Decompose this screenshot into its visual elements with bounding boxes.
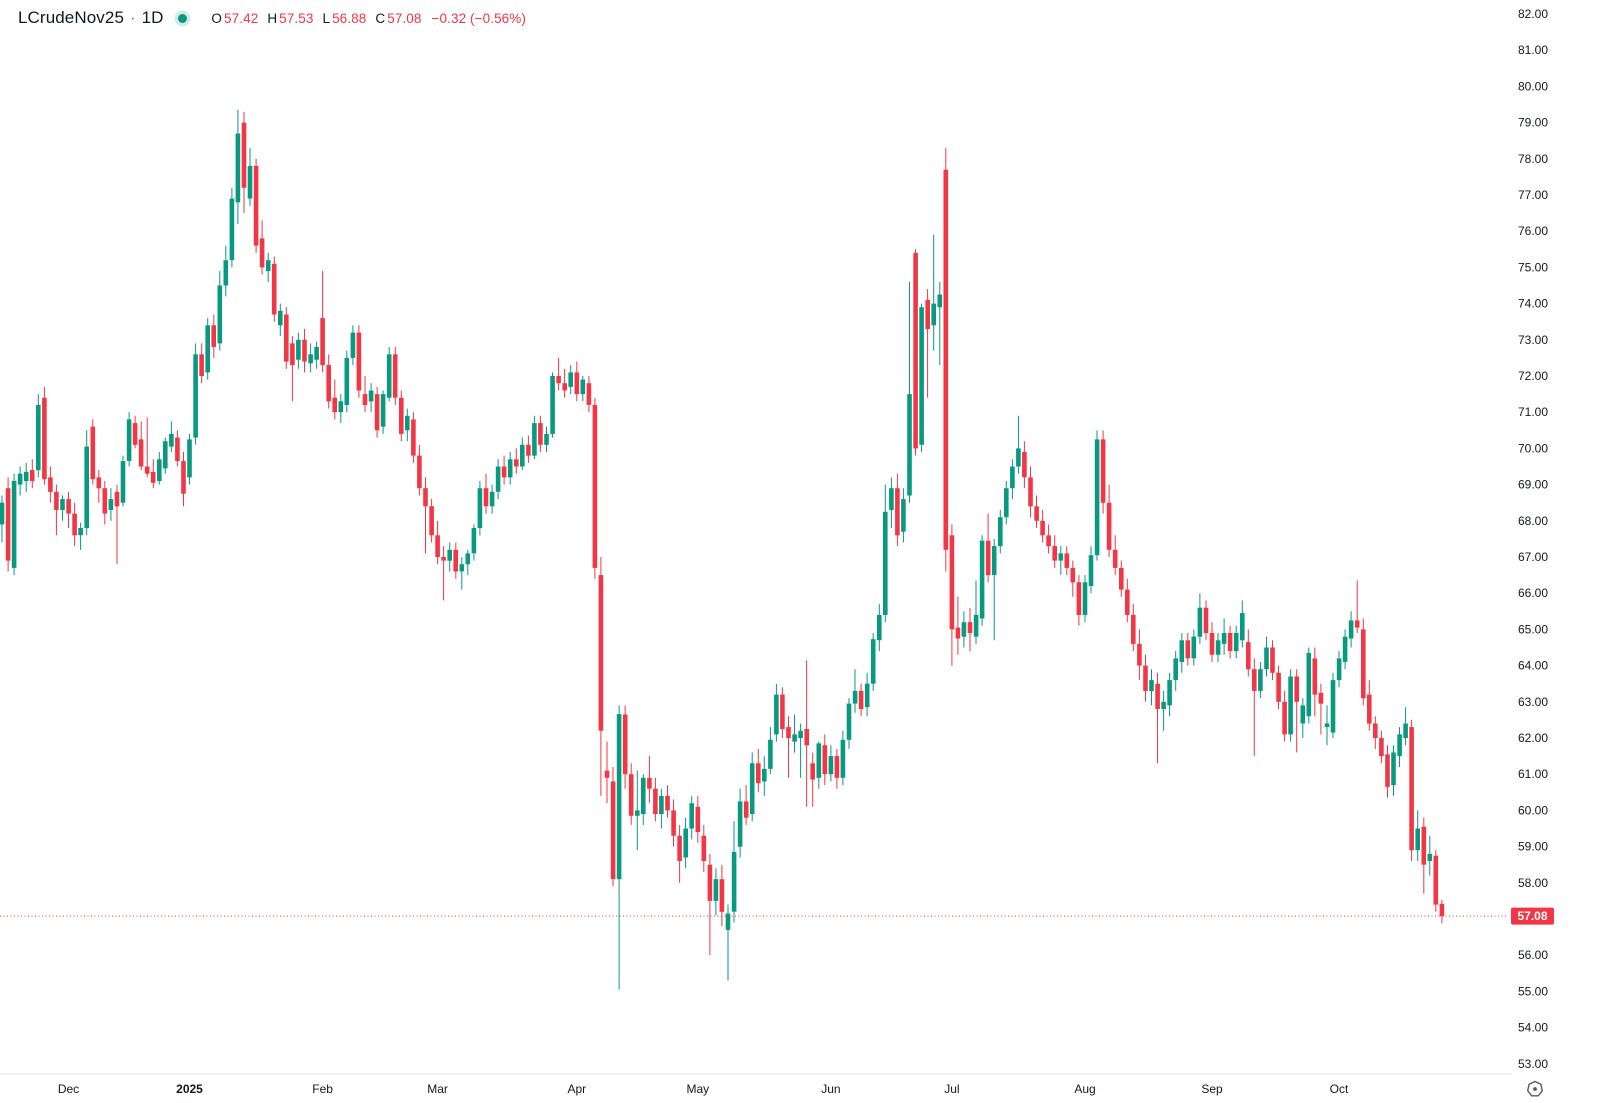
svg-text:Dec: Dec: [58, 1082, 79, 1096]
svg-text:58.00: 58.00: [1518, 876, 1548, 890]
candlestick-series: [0, 109, 1445, 990]
svg-text:70.00: 70.00: [1518, 441, 1548, 455]
svg-text:67.00: 67.00: [1518, 550, 1548, 564]
svg-text:80.00: 80.00: [1518, 79, 1548, 93]
svg-text:79.00: 79.00: [1518, 116, 1548, 130]
svg-text:May: May: [686, 1082, 709, 1096]
svg-text:68.00: 68.00: [1518, 514, 1548, 528]
low-label: L: [322, 10, 331, 26]
price-scale[interactable]: 82.00 81.00 80.00 79.00 78.00 77.00 76.00 75.00…: [1518, 7, 1548, 1071]
svg-text:62.00: 62.00: [1518, 731, 1548, 745]
svg-text:Oct: Oct: [1330, 1082, 1349, 1096]
close-value: 57.08: [387, 10, 422, 26]
svg-text:76.00: 76.00: [1518, 224, 1548, 238]
svg-text:60.00: 60.00: [1518, 803, 1548, 817]
svg-text:57.08: 57.08: [1517, 909, 1547, 923]
last-price-label: 57.08: [1511, 907, 1554, 925]
svg-text:54.00: 54.00: [1518, 1021, 1548, 1035]
high-label: H: [267, 10, 278, 26]
symbol-name[interactable]: LCrudeNov25: [18, 8, 124, 27]
close-label: C: [375, 10, 386, 26]
chart-legend[interactable]: LCrudeNov25 · 1D O 57.42 H 57.53 L 56.88…: [18, 6, 526, 30]
svg-text:71.00: 71.00: [1518, 405, 1548, 419]
svg-text:Mar: Mar: [427, 1082, 448, 1096]
svg-text:63.00: 63.00: [1518, 695, 1548, 709]
symbol-row: LCrudeNov25 · 1D: [18, 8, 163, 28]
gear-icon[interactable]: [1526, 1080, 1544, 1097]
interval-label[interactable]: 1D: [141, 8, 164, 27]
change-value: −0.32 (−0.56%): [431, 10, 526, 26]
svg-text:56.00: 56.00: [1518, 948, 1548, 962]
svg-text:53.00: 53.00: [1518, 1057, 1548, 1071]
low-value: 56.88: [332, 10, 367, 26]
svg-text:75.00: 75.00: [1518, 260, 1548, 274]
svg-text:82.00: 82.00: [1518, 7, 1548, 21]
svg-text:Aug: Aug: [1074, 1082, 1095, 1096]
svg-text:77.00: 77.00: [1518, 188, 1548, 202]
svg-text:Feb: Feb: [312, 1082, 333, 1096]
svg-text:2025: 2025: [176, 1082, 203, 1096]
svg-text:Jul: Jul: [944, 1082, 959, 1096]
svg-text:72.00: 72.00: [1518, 369, 1548, 383]
svg-text:59.00: 59.00: [1518, 840, 1548, 854]
svg-text:65.00: 65.00: [1518, 622, 1548, 636]
high-value: 57.53: [279, 10, 314, 26]
svg-text:74.00: 74.00: [1518, 297, 1548, 311]
svg-text:73.00: 73.00: [1518, 333, 1548, 347]
open-label: O: [211, 10, 223, 26]
svg-text:Sep: Sep: [1201, 1082, 1223, 1096]
svg-text:64.00: 64.00: [1518, 659, 1548, 673]
ohlc-readout: O 57.42 H 57.53 L 56.88 C 57.08 −0.32 (−…: [211, 11, 526, 26]
svg-text:61.00: 61.00: [1518, 767, 1548, 781]
open-value: 57.42: [224, 10, 259, 26]
svg-text:69.00: 69.00: [1518, 478, 1548, 492]
svg-text:78.00: 78.00: [1518, 152, 1548, 166]
svg-text:Apr: Apr: [567, 1082, 586, 1096]
svg-text:55.00: 55.00: [1518, 984, 1548, 998]
svg-text:66.00: 66.00: [1518, 586, 1548, 600]
symbol-interval-separator: ·: [130, 8, 136, 27]
time-scale[interactable]: Dec 2025 Feb Mar Apr May Jun Jul Aug Sep Oct: [58, 1082, 1349, 1096]
market-status-icon: [178, 13, 188, 23]
svg-text:81.00: 81.00: [1518, 43, 1548, 57]
svg-text:Jun: Jun: [821, 1082, 840, 1096]
